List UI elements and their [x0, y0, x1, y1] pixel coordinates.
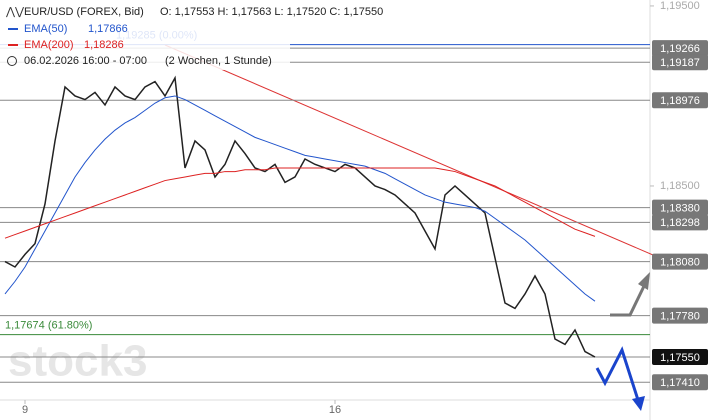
level-label: 1,18080	[660, 256, 700, 268]
level-box	[652, 199, 708, 216]
timeframe: 06.02.2026 16:00 - 07:00	[24, 55, 147, 67]
level-box	[652, 253, 708, 270]
level-box	[652, 348, 708, 365]
y-tick-label: 1,18500	[660, 180, 700, 192]
arrow-down	[595, 346, 640, 401]
level-label: 1,19187	[660, 57, 700, 69]
level-label: 1,18976	[660, 95, 700, 107]
legend-value: 1,17866	[88, 23, 128, 35]
x-tick-label: 9	[22, 404, 28, 416]
range: (2 Wochen, 1 Stunde)	[165, 55, 272, 67]
series-line	[4, 95, 596, 302]
legend-icon: ⋀⋁	[5, 6, 25, 18]
level-box	[652, 40, 708, 57]
arrow-up-head	[638, 272, 650, 290]
level-box	[652, 54, 708, 71]
y-tick-label: 1,19500	[660, 0, 700, 12]
level-label: 1,17550	[660, 352, 700, 364]
legend-entry: EMA(200)	[24, 39, 74, 51]
clock-icon	[7, 56, 17, 66]
level-label: 1,18380	[660, 202, 700, 214]
fib-label: 1,17674 (61.80%)	[5, 320, 92, 332]
x-tick-label: 16	[329, 404, 341, 416]
level-label: 1,17780	[660, 310, 700, 322]
chart-title: EUR/USD (FOREX, Bid)	[24, 6, 144, 18]
series-line	[4, 167, 596, 239]
chart-subtitle: O: 1,17553 H: 1,17563 L: 1,17520 C: 1,17…	[160, 6, 383, 18]
level-box	[652, 307, 708, 324]
watermark: stock3	[8, 337, 147, 386]
arrow-up	[610, 281, 648, 317]
level-label: 1,18298	[660, 217, 700, 229]
level-label: 1,19266	[660, 43, 700, 55]
trend-line	[164, 44, 661, 259]
legend-bg	[0, 2, 290, 70]
legend-entry: EMA(50)	[24, 23, 67, 35]
arrow-down-head	[632, 396, 645, 411]
level-box	[652, 374, 708, 391]
level-label: 1,17410	[660, 377, 700, 389]
level-box	[652, 92, 708, 109]
legend-value: 1,18286	[84, 39, 124, 51]
level-box	[652, 214, 708, 231]
legend: ⋀⋁ EUR/USD (FOREX, Bid) O: 1,17553 H: 1,…	[0, 2, 383, 70]
